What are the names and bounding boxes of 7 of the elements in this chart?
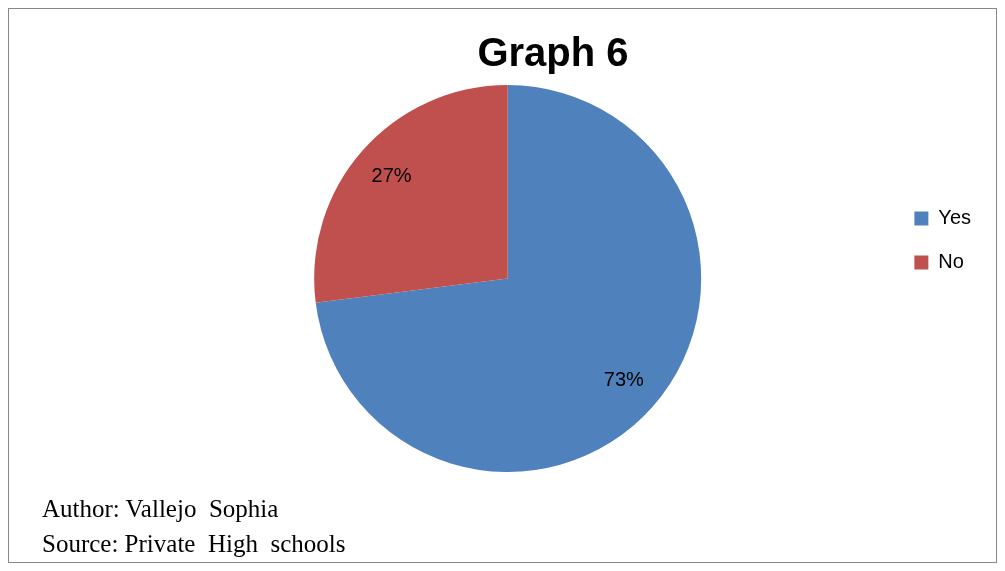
- chart-title: Graph 6: [477, 30, 629, 75]
- source-note: Source: Private High schools: [42, 529, 346, 559]
- legend-label: No: [938, 250, 964, 273]
- text: Author: Vallejo Sophia: [42, 494, 280, 524]
- legend-label: Yes: [938, 206, 972, 229]
- data-label: 73%: [603, 368, 645, 391]
- data-label: 27%: [371, 163, 412, 186]
